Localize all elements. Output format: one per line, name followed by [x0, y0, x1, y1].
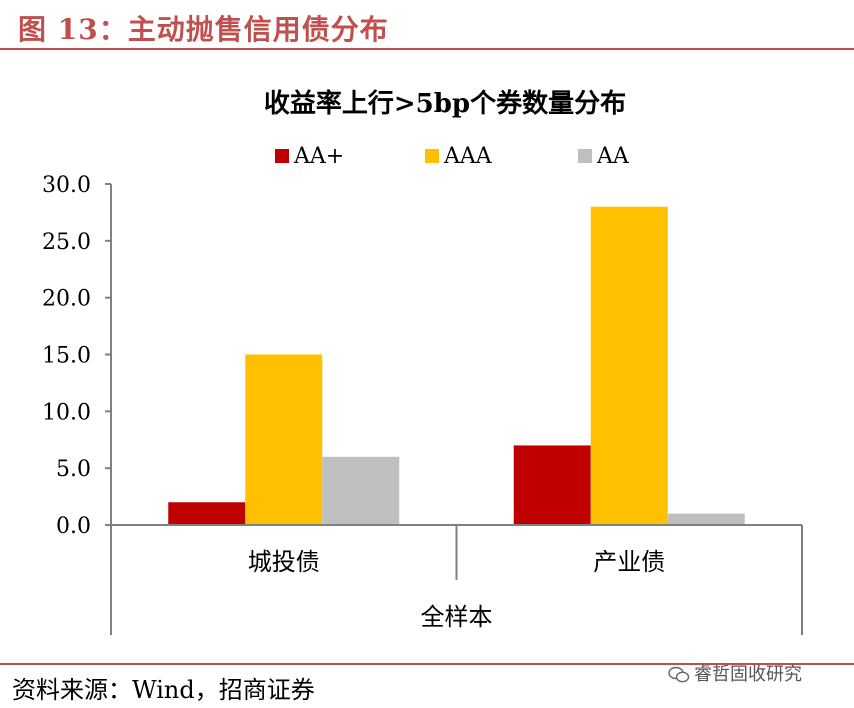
legend-swatch [275, 149, 289, 163]
bars [168, 206, 745, 525]
y-tick-label: 0.0 [56, 514, 91, 539]
watermark: 睿哲固收研究 [668, 660, 802, 686]
y-tick-label: 30.0 [42, 173, 91, 198]
bar [168, 502, 246, 525]
x-tick-label: 城投债 [248, 548, 320, 576]
bar [513, 445, 591, 525]
y-tick-label: 5.0 [56, 457, 91, 482]
bar-chart: 收益率上行>5bp个券数量分布 AA+ AAA AA 0.05.010.015.02… [42, 88, 803, 635]
bar [322, 456, 400, 525]
legend: AA+ AAA AA [275, 144, 630, 169]
bar [667, 513, 745, 525]
bar [590, 206, 668, 525]
y-axis: 0.0 5.0 10.0 15.0 20.0 25.0 30.0 [42, 173, 112, 539]
bottom-divider [0, 663, 854, 665]
figure-title: 图 13：主动抛售信用债分布 [18, 13, 389, 46]
wechat-icon [668, 666, 690, 683]
legend-swatch [578, 149, 592, 163]
x-tick-label: 产业债 [593, 548, 665, 576]
watermark-text: 睿哲固收研究 [694, 664, 802, 685]
legend-label: AA+ [293, 144, 344, 169]
legend-label: AAA [443, 144, 493, 169]
y-tick-label: 15.0 [42, 344, 91, 369]
bar [245, 354, 323, 525]
chart-title: 收益率上行>5bp个券数量分布 [264, 88, 626, 119]
top-divider [0, 48, 854, 50]
y-tick-label: 20.0 [42, 287, 91, 312]
x-group-label: 全样本 [421, 603, 493, 631]
legend-swatch [425, 149, 439, 163]
y-tick-label: 10.0 [42, 400, 91, 425]
source-note: 资料来源：Wind，招商证券 [12, 676, 315, 704]
legend-label: AA [596, 144, 630, 169]
y-tick-label: 25.0 [42, 230, 91, 255]
